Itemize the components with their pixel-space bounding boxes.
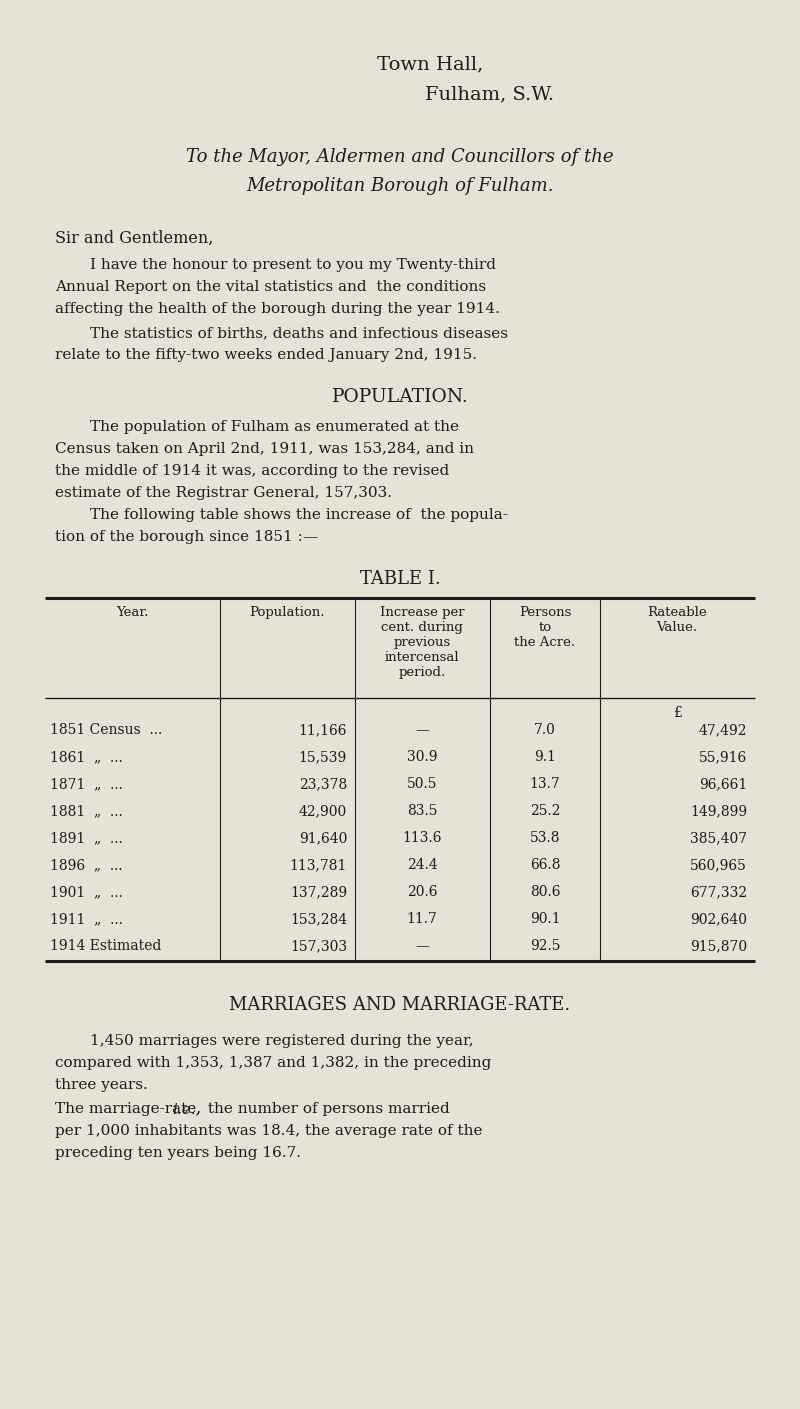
Text: 11.7: 11.7	[406, 912, 438, 926]
Text: 50.5: 50.5	[406, 776, 438, 790]
Text: Fulham, S.W.: Fulham, S.W.	[426, 85, 554, 103]
Text: 11,166: 11,166	[298, 723, 347, 737]
Text: 1901  „  ...: 1901 „ ...	[50, 885, 122, 899]
Text: 113.6: 113.6	[402, 831, 442, 845]
Text: the middle of 1914 it was, according to the revised: the middle of 1914 it was, according to …	[55, 464, 450, 478]
Text: MARRIAGES AND MARRIAGE-RATE.: MARRIAGES AND MARRIAGE-RATE.	[230, 996, 570, 1014]
Text: TABLE I.: TABLE I.	[360, 571, 440, 588]
Text: 96,661: 96,661	[698, 776, 747, 790]
Text: intercensal: intercensal	[385, 651, 459, 664]
Text: Increase per: Increase per	[380, 606, 464, 619]
Text: 1861  „  ...: 1861 „ ...	[50, 750, 122, 764]
Text: i.e.,: i.e.,	[172, 1102, 200, 1116]
Text: Town Hall,: Town Hall,	[377, 55, 483, 73]
Text: 13.7: 13.7	[530, 776, 560, 790]
Text: 560,965: 560,965	[690, 858, 747, 872]
Text: POPULATION.: POPULATION.	[332, 387, 468, 406]
Text: to: to	[538, 621, 551, 634]
Text: To the Mayor, Aldermen and Councillors of the: To the Mayor, Aldermen and Councillors o…	[186, 148, 614, 166]
Text: 92.5: 92.5	[530, 938, 560, 952]
Text: 7.0: 7.0	[534, 723, 556, 737]
Text: 66.8: 66.8	[530, 858, 560, 872]
Text: 902,640: 902,640	[690, 912, 747, 926]
Text: 47,492: 47,492	[698, 723, 747, 737]
Text: Persons: Persons	[519, 606, 571, 619]
Text: compared with 1,353, 1,387 and 1,382, in the preceding: compared with 1,353, 1,387 and 1,382, in…	[55, 1055, 491, 1069]
Text: £: £	[673, 706, 682, 720]
Text: The marriage-rate,: The marriage-rate,	[55, 1102, 206, 1116]
Text: preceding ten years being 16.7.: preceding ten years being 16.7.	[55, 1146, 301, 1160]
Text: Value.: Value.	[657, 621, 698, 634]
Text: Rateable: Rateable	[647, 606, 707, 619]
Text: cent. during: cent. during	[381, 621, 463, 634]
Text: The population of Fulham as enumerated at the: The population of Fulham as enumerated a…	[90, 420, 459, 434]
Text: 23,378: 23,378	[298, 776, 347, 790]
Text: 137,289: 137,289	[290, 885, 347, 899]
Text: 91,640: 91,640	[298, 831, 347, 845]
Text: the Acre.: the Acre.	[514, 635, 575, 650]
Text: Year.: Year.	[116, 606, 148, 619]
Text: 55,916: 55,916	[698, 750, 747, 764]
Text: 1851 Census  ...: 1851 Census ...	[50, 723, 162, 737]
Text: 1871  „  ...: 1871 „ ...	[50, 776, 123, 790]
Text: 20.6: 20.6	[406, 885, 438, 899]
Text: 915,870: 915,870	[690, 938, 747, 952]
Text: Population.: Population.	[250, 606, 325, 619]
Text: tion of the borough since 1851 :—: tion of the borough since 1851 :—	[55, 530, 318, 544]
Text: period.: period.	[398, 666, 446, 679]
Text: The following table shows the increase of  the popula-: The following table shows the increase o…	[90, 509, 508, 521]
Text: —: —	[415, 723, 429, 737]
Text: 113,781: 113,781	[290, 858, 347, 872]
Text: 1911  „  ...: 1911 „ ...	[50, 912, 123, 926]
Text: relate to the fifty-two weeks ended January 2nd, 1915.: relate to the fifty-two weeks ended Janu…	[55, 348, 477, 362]
Text: previous: previous	[394, 635, 450, 650]
Text: 24.4: 24.4	[406, 858, 438, 872]
Text: —: —	[415, 938, 429, 952]
Text: 53.8: 53.8	[530, 831, 560, 845]
Text: per 1,000 inhabitants was 18.4, the average rate of the: per 1,000 inhabitants was 18.4, the aver…	[55, 1124, 482, 1138]
Text: affecting the health of the borough during the year 1914.: affecting the health of the borough duri…	[55, 302, 500, 316]
Text: the number of persons married: the number of persons married	[202, 1102, 450, 1116]
Text: 153,284: 153,284	[290, 912, 347, 926]
Text: 83.5: 83.5	[406, 805, 438, 819]
Text: 9.1: 9.1	[534, 750, 556, 764]
Text: three years.: three years.	[55, 1078, 148, 1092]
Text: 1891  „  ...: 1891 „ ...	[50, 831, 122, 845]
Text: 677,332: 677,332	[690, 885, 747, 899]
Text: 385,407: 385,407	[690, 831, 747, 845]
Text: 157,303: 157,303	[290, 938, 347, 952]
Text: 1896  „  ...: 1896 „ ...	[50, 858, 122, 872]
Text: 149,899: 149,899	[690, 805, 747, 819]
Text: I have the honour to present to you my Twenty-third: I have the honour to present to you my T…	[90, 258, 496, 272]
Text: 1,450 marriages were registered during the year,: 1,450 marriages were registered during t…	[90, 1034, 474, 1048]
Text: 42,900: 42,900	[298, 805, 347, 819]
Text: 1914 Estimated: 1914 Estimated	[50, 938, 162, 952]
Text: 25.2: 25.2	[530, 805, 560, 819]
Text: 15,539: 15,539	[298, 750, 347, 764]
Text: Metropolitan Borough of Fulham.: Metropolitan Borough of Fulham.	[246, 178, 554, 194]
Text: 90.1: 90.1	[530, 912, 560, 926]
Text: The statistics of births, deaths and infectious diseases: The statistics of births, deaths and inf…	[90, 325, 508, 340]
Text: 1881  „  ...: 1881 „ ...	[50, 805, 122, 819]
Text: estimate of the Registrar General, 157,303.: estimate of the Registrar General, 157,3…	[55, 486, 392, 500]
Text: 80.6: 80.6	[530, 885, 560, 899]
Text: Census taken on April 2nd, 1911, was 153,284, and in: Census taken on April 2nd, 1911, was 153…	[55, 442, 474, 457]
Text: Sir and Gentlemen,: Sir and Gentlemen,	[55, 230, 214, 247]
Text: 30.9: 30.9	[406, 750, 438, 764]
Text: Annual Report on the vital statistics and  the conditions: Annual Report on the vital statistics an…	[55, 280, 486, 294]
